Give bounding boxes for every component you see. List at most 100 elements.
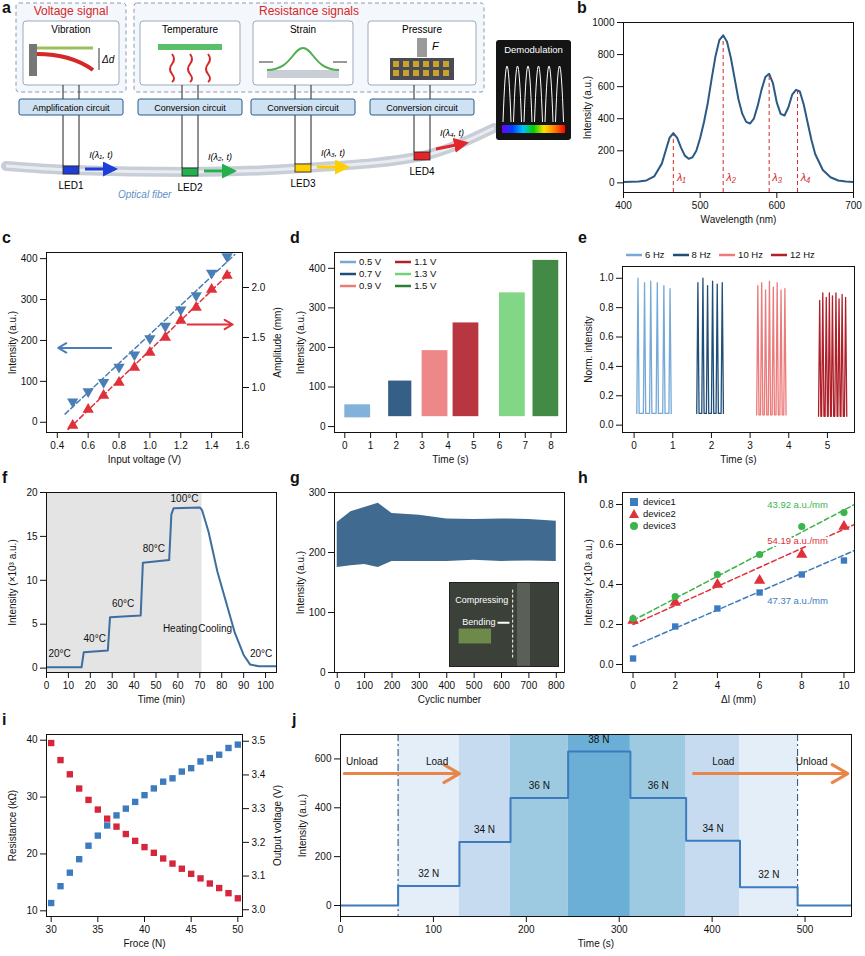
svg-text:20: 20 xyxy=(26,487,38,498)
svg-text:Resistance signals: Resistance signals xyxy=(259,4,359,18)
svg-text:Bending: Bending xyxy=(462,617,495,627)
svg-text:32 N: 32 N xyxy=(418,868,439,879)
svg-text:15: 15 xyxy=(26,531,38,542)
svg-text:54.19 a.u./mm: 54.19 a.u./mm xyxy=(767,535,828,546)
svg-text:47.37 a.u./mm: 47.37 a.u./mm xyxy=(767,595,828,606)
svg-text:300: 300 xyxy=(309,487,326,498)
svg-text:300: 300 xyxy=(309,302,326,313)
svg-text:0.6: 0.6 xyxy=(600,539,614,550)
svg-text:5: 5 xyxy=(825,440,831,451)
svg-text:2: 2 xyxy=(672,680,678,691)
svg-text:0.8: 0.8 xyxy=(112,440,126,451)
svg-text:45: 45 xyxy=(186,924,198,935)
svg-text:Cyclic number: Cyclic number xyxy=(418,694,482,705)
svg-text:1000: 1000 xyxy=(592,17,615,28)
svg-text:300: 300 xyxy=(411,680,428,691)
svg-text:Unload: Unload xyxy=(346,756,378,767)
svg-text:200: 200 xyxy=(598,145,615,156)
svg-text:1.0: 1.0 xyxy=(143,440,157,451)
svg-text:30: 30 xyxy=(26,791,38,802)
svg-text:Time (s): Time (s) xyxy=(578,938,614,949)
svg-text:Load: Load xyxy=(712,756,734,767)
svg-text:Load: Load xyxy=(426,756,448,767)
svg-text:Conversion circuit: Conversion circuit xyxy=(267,103,339,113)
svg-text:400: 400 xyxy=(615,200,632,211)
svg-text:700: 700 xyxy=(845,200,862,211)
svg-text:400: 400 xyxy=(21,253,38,264)
svg-text:0.0: 0.0 xyxy=(600,419,614,430)
svg-text:30: 30 xyxy=(46,924,58,935)
svg-text:43.92 a.u./mm: 43.92 a.u./mm xyxy=(767,499,828,510)
svg-text:36 N: 36 N xyxy=(648,780,669,791)
svg-text:Demodulation: Demodulation xyxy=(504,44,563,55)
svg-text:Amplification circuit: Amplification circuit xyxy=(32,103,110,113)
svg-text:0: 0 xyxy=(320,421,326,432)
svg-text:0: 0 xyxy=(631,440,637,451)
svg-text:200: 200 xyxy=(384,680,401,691)
svg-text:LED1: LED1 xyxy=(58,180,83,191)
svg-text:500: 500 xyxy=(692,200,709,211)
svg-text:36 N: 36 N xyxy=(529,780,550,791)
svg-text:40: 40 xyxy=(129,680,141,691)
svg-text:200: 200 xyxy=(309,342,326,353)
svg-text:Intensity (a.u.): Intensity (a.u.) xyxy=(582,76,593,139)
svg-text:10: 10 xyxy=(26,575,38,586)
svg-text:I(λ₄, t): I(λ₄, t) xyxy=(440,128,464,138)
svg-text:Pressure: Pressure xyxy=(402,24,442,35)
svg-text:0.2: 0.2 xyxy=(600,619,614,630)
svg-text:500: 500 xyxy=(466,680,483,691)
svg-text:4: 4 xyxy=(786,440,792,451)
svg-text:200: 200 xyxy=(315,851,332,862)
svg-text:300: 300 xyxy=(21,294,38,305)
svg-text:Resistance (kΩ): Resistance (kΩ) xyxy=(7,790,18,861)
svg-text:1.0: 1.0 xyxy=(252,382,266,393)
svg-text:0.4: 0.4 xyxy=(600,361,614,372)
svg-text:50: 50 xyxy=(232,924,244,935)
svg-text:400: 400 xyxy=(315,802,332,813)
svg-text:LED2: LED2 xyxy=(177,182,202,193)
svg-text:Wavelength (nm): Wavelength (nm) xyxy=(701,214,777,225)
svg-text:LED4: LED4 xyxy=(409,166,434,177)
svg-text:Conversion circuit: Conversion circuit xyxy=(154,103,226,113)
svg-text:0.4: 0.4 xyxy=(600,579,614,590)
svg-text:Compressing: Compressing xyxy=(455,595,508,605)
svg-text:Intensity (a.u.): Intensity (a.u.) xyxy=(297,794,308,857)
svg-text:Time (s): Time (s) xyxy=(720,454,756,465)
svg-text:34 N: 34 N xyxy=(703,823,724,834)
svg-text:2.0: 2.0 xyxy=(252,282,266,293)
svg-text:1: 1 xyxy=(670,440,676,451)
svg-text:Input voltage (V): Input voltage (V) xyxy=(108,454,181,465)
svg-text:10: 10 xyxy=(63,680,75,691)
svg-text:Δl (mm): Δl (mm) xyxy=(721,694,756,705)
svg-text:80°C: 80°C xyxy=(143,543,165,554)
svg-text:200: 200 xyxy=(518,924,535,935)
svg-text:0.6: 0.6 xyxy=(600,331,614,342)
svg-text:2: 2 xyxy=(394,440,400,451)
svg-text:7: 7 xyxy=(522,440,528,451)
svg-text:20°C: 20°C xyxy=(48,648,70,659)
svg-text:LED3: LED3 xyxy=(290,178,315,189)
svg-text:40: 40 xyxy=(26,734,38,745)
svg-text:0: 0 xyxy=(334,680,340,691)
svg-text:400: 400 xyxy=(438,680,455,691)
svg-text:Cooling: Cooling xyxy=(198,623,232,634)
svg-text:6: 6 xyxy=(497,440,503,451)
svg-text:5: 5 xyxy=(471,440,477,451)
svg-text:Amplitude (mm): Amplitude (mm) xyxy=(272,307,283,378)
svg-text:35: 35 xyxy=(92,924,104,935)
svg-text:1: 1 xyxy=(368,440,374,451)
svg-text:2: 2 xyxy=(709,440,715,451)
svg-text:50: 50 xyxy=(150,680,162,691)
svg-text:0.4: 0.4 xyxy=(50,440,64,451)
svg-text:3.4: 3.4 xyxy=(252,769,266,780)
svg-text:λ₂: λ₂ xyxy=(725,171,736,183)
svg-text:400: 400 xyxy=(309,263,326,274)
svg-text:Intensity (×10³ a.u.): Intensity (×10³ a.u.) xyxy=(7,539,18,625)
svg-text:800: 800 xyxy=(548,680,565,691)
svg-text:43.92 a.u./mm: 43.92 a.u./mm xyxy=(767,499,828,510)
svg-text:Δd: Δd xyxy=(101,54,115,65)
svg-text:40°C: 40°C xyxy=(84,633,106,644)
svg-text:Temperature: Temperature xyxy=(162,24,219,35)
svg-text:38 N: 38 N xyxy=(588,734,609,745)
svg-text:600: 600 xyxy=(315,753,332,764)
